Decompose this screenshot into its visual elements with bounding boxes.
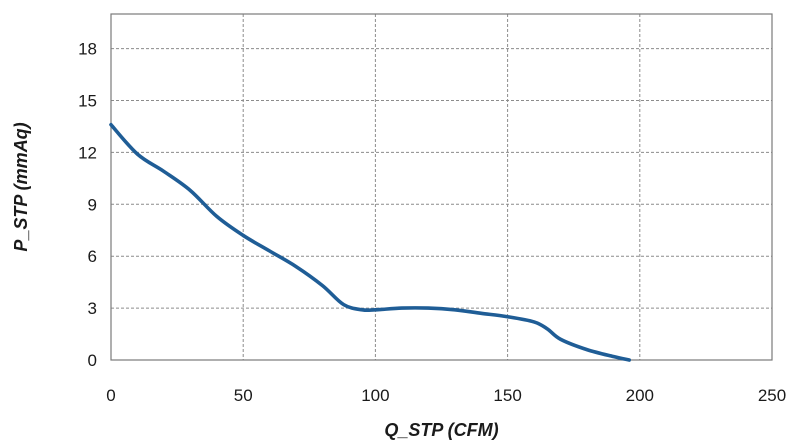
y-tick-label: 12 (78, 143, 97, 162)
x-gridlines (242, 14, 641, 360)
y-tick-label: 3 (88, 299, 97, 318)
y-gridlines (111, 48, 772, 309)
x-tick-label: 50 (234, 386, 253, 405)
x-tick-label: 100 (361, 386, 389, 405)
y-tick-label: 18 (78, 40, 97, 59)
y-tick-label: 0 (88, 351, 97, 370)
x-tick-label: 0 (106, 386, 115, 405)
y-tick-label: 9 (88, 195, 97, 214)
y-tick-label: 15 (78, 92, 97, 111)
pressure-flow-curve (109, 122, 632, 362)
x-tick-label: 150 (493, 386, 521, 405)
x-tick-label: 250 (758, 386, 786, 405)
x-tick-label: 200 (626, 386, 654, 405)
y-tick-labels: 0 3 6 9 12 15 18 (78, 40, 97, 370)
y-tick-label: 6 (88, 247, 97, 266)
y-axis-title: P_STP (mmAq) (11, 122, 31, 251)
plot-area-frame (110, 13, 773, 361)
x-tick-labels: 0 50 100 150 200 250 (106, 386, 786, 405)
x-axis-title: Q_STP (CFM) (384, 420, 498, 440)
